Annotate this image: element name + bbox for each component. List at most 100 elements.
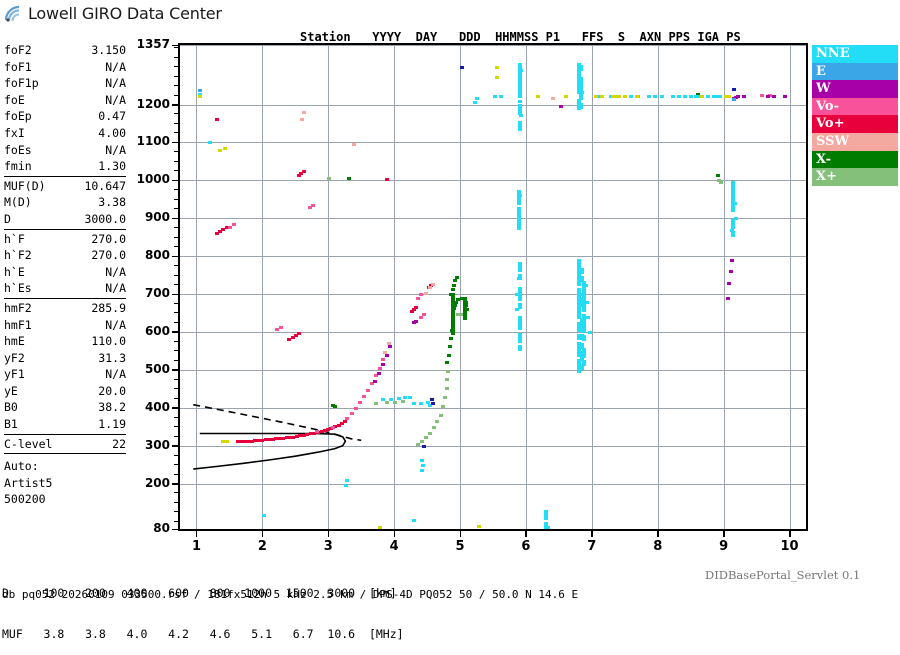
data-point — [422, 445, 426, 448]
data-point — [215, 118, 219, 121]
legend-item-x[interactable]: X+ — [812, 168, 898, 186]
data-point — [383, 351, 387, 354]
data-point — [694, 95, 698, 98]
y-axis-label: 600 — [124, 325, 170, 337]
param-row: foEp 0.47 — [4, 108, 126, 125]
param-row: foF1 N/A — [4, 59, 126, 76]
x-axis-tick — [394, 531, 396, 537]
param-group-clevel: C-level 22 — [4, 436, 126, 453]
param-key: foE — [4, 92, 25, 109]
data-point — [403, 396, 407, 399]
data-point — [518, 274, 522, 280]
legend-item-nne[interactable]: NNE — [812, 45, 898, 63]
param-row: hmF1 N/A — [4, 317, 126, 334]
data-point — [431, 402, 435, 405]
data-point — [559, 105, 563, 108]
data-point — [716, 174, 720, 177]
data-point — [518, 104, 522, 110]
param-value: 22 — [112, 436, 126, 453]
data-point — [358, 401, 362, 404]
data-point — [544, 522, 548, 528]
param-key: yF1 — [4, 366, 25, 383]
param-key: fxI — [4, 125, 25, 142]
data-point — [331, 426, 335, 429]
ionogram-plot[interactable] — [178, 43, 808, 531]
plot-canvas — [180, 45, 806, 529]
param-group-profile: hmF2 285.9 hmF1 N/A hmE 110.0 yF2 31.3 yF1 N/… — [4, 300, 126, 433]
param-key: foEp — [4, 108, 32, 125]
polarization-legend: NNE E W Vo- Vo+ SSW X- X+ — [812, 45, 898, 186]
data-point — [760, 94, 764, 97]
legend-item-ssw[interactable]: SSW — [812, 133, 898, 151]
param-key: MUF(D) — [4, 178, 46, 195]
data-point — [719, 181, 723, 184]
x-axis-label: 3 — [310, 539, 346, 554]
data-point — [385, 401, 389, 404]
divider — [4, 229, 126, 230]
legend-item-vo[interactable]: Vo- — [812, 98, 898, 116]
param-value: N/A — [105, 317, 126, 334]
legend-item-label: W — [816, 81, 831, 96]
x-axis-tick — [460, 531, 462, 537]
data-point — [582, 281, 586, 287]
param-value: N/A — [105, 142, 126, 159]
param-group-virtual-heights: h`F 270.0 h`F2 270.0 h`E N/A h`Es N/A — [4, 231, 126, 297]
data-point — [551, 97, 555, 100]
x-axis-tick — [723, 531, 725, 537]
param-value: 3.150 — [91, 42, 126, 59]
x-axis-tick — [657, 531, 659, 537]
param-row: hmE 110.0 — [4, 333, 126, 350]
y-axis-label: 1357 — [124, 38, 170, 50]
data-point — [653, 95, 657, 98]
legend-item-x[interactable]: X- — [812, 151, 898, 169]
x-axis-tick — [591, 531, 593, 537]
data-point — [718, 95, 722, 98]
data-point — [373, 380, 377, 383]
param-key: C-level — [4, 436, 52, 453]
data-point — [463, 297, 467, 301]
param-row: h`E N/A — [4, 264, 126, 281]
data-point — [430, 398, 434, 401]
x-axis-label: 5 — [442, 539, 478, 554]
data-point — [635, 95, 639, 98]
overlay-curves — [180, 45, 806, 529]
param-value: N/A — [105, 59, 126, 76]
legend-item-e[interactable]: E — [812, 63, 898, 81]
legend-item-w[interactable]: W — [812, 80, 898, 98]
data-point — [712, 95, 716, 98]
data-point — [354, 407, 358, 410]
data-point — [449, 337, 453, 340]
data-point — [726, 297, 730, 300]
param-key: hmE — [4, 333, 25, 350]
data-point — [517, 190, 521, 196]
y-axis-label: 500 — [124, 363, 170, 375]
param-value: N/A — [105, 366, 126, 383]
divider — [4, 298, 126, 299]
param-value: 3.38 — [98, 194, 126, 211]
param-value: N/A — [105, 280, 126, 297]
y-axis-label: 1000 — [124, 173, 170, 185]
param-group-muf: MUF(D) 10.647 M(D) 3.38 D 3000.0 — [4, 178, 126, 228]
param-row: h`F2 270.0 — [4, 247, 126, 264]
data-point — [518, 333, 522, 339]
data-point — [579, 65, 583, 71]
param-value: N/A — [105, 75, 126, 92]
data-point — [439, 414, 443, 417]
param-row: foF1p N/A — [4, 75, 126, 92]
param-key: B0 — [4, 399, 18, 416]
data-point — [683, 95, 687, 98]
legend-item-label: E — [816, 64, 826, 79]
data-point — [580, 268, 584, 274]
data-point — [232, 223, 236, 226]
legend-item-vo[interactable]: Vo+ — [812, 115, 898, 133]
data-point — [424, 292, 428, 295]
legend-item-label: X- — [816, 152, 831, 167]
data-point — [518, 287, 522, 293]
data-point — [443, 396, 447, 399]
data-point — [279, 326, 283, 329]
param-value: 270.0 — [91, 247, 126, 264]
data-point — [518, 303, 522, 309]
data-point — [588, 331, 592, 334]
param-value: 4.00 — [98, 125, 126, 142]
data-point — [387, 342, 391, 345]
